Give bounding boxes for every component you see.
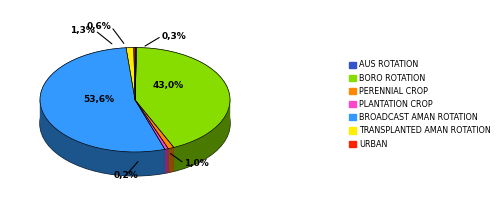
Text: 53,6%: 53,6% <box>84 95 114 104</box>
Legend: AUS ROTATION, BORO ROTATION, PERENNIAL CROP, PLANTATION CROP, BROADCAST AMAN ROT: AUS ROTATION, BORO ROTATION, PERENNIAL C… <box>349 60 491 149</box>
Polygon shape <box>168 147 174 172</box>
Polygon shape <box>40 48 165 152</box>
Text: 1,0%: 1,0% <box>184 159 209 168</box>
Polygon shape <box>135 100 174 149</box>
Polygon shape <box>40 100 165 176</box>
Polygon shape <box>174 100 230 171</box>
Polygon shape <box>135 47 137 100</box>
Text: 0,3%: 0,3% <box>162 32 186 41</box>
Text: 43,0%: 43,0% <box>152 81 184 90</box>
Polygon shape <box>126 47 135 100</box>
Polygon shape <box>135 47 230 147</box>
Polygon shape <box>134 47 135 100</box>
Text: 0,6%: 0,6% <box>86 22 111 31</box>
Text: 1,3%: 1,3% <box>70 26 95 35</box>
Text: 0,2%: 0,2% <box>113 171 138 180</box>
Ellipse shape <box>40 71 230 176</box>
Polygon shape <box>165 149 168 173</box>
Polygon shape <box>135 100 168 149</box>
